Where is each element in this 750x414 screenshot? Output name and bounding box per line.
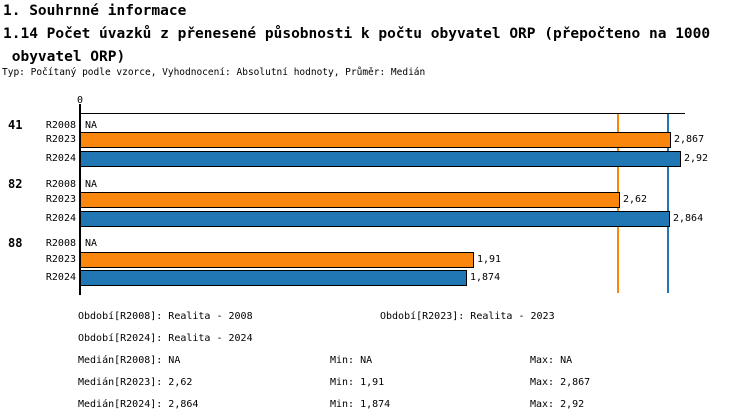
bar-value-label: 1,874 bbox=[470, 272, 501, 283]
row-label: R2024 bbox=[45, 272, 76, 283]
stats-row-median-r2008: Medián[R2008]: NA Min: NA Max: NA bbox=[0, 355, 750, 367]
stats-row-median-r2024: Medián[R2024]: 2,864 Min: 1,874 Max: 2,9… bbox=[0, 399, 750, 411]
stats-row-periods-1: Období[R2008]: Realita - 2008 Období[R20… bbox=[0, 311, 750, 323]
stat-period-r2008: Období[R2008]: Realita - 2008 bbox=[78, 311, 253, 322]
stat-median-r2008: Medián[R2008]: NA bbox=[78, 355, 181, 366]
stat-min-r2024: Min: 1,874 bbox=[330, 399, 391, 410]
row-label: R2023 bbox=[45, 134, 76, 145]
chart-title-line2: obyvatel ORP) bbox=[3, 49, 126, 65]
group-label: 88 bbox=[8, 236, 23, 250]
bar bbox=[80, 132, 671, 148]
stat-period-r2023: Období[R2023]: Realita - 2023 bbox=[380, 311, 555, 322]
na-value-label: NA bbox=[85, 120, 98, 131]
na-value-label: NA bbox=[85, 179, 98, 190]
row-label: R2024 bbox=[45, 153, 76, 164]
group-label: 82 bbox=[8, 177, 23, 191]
stats-row-median-r2023: Medián[R2023]: 2,62 Min: 1,91 Max: 2,867 bbox=[0, 377, 750, 389]
na-value-label: NA bbox=[85, 238, 98, 249]
stat-min-r2008: Min: NA bbox=[330, 355, 373, 366]
row-label: R2024 bbox=[45, 213, 76, 224]
row-label: R2008 bbox=[45, 179, 76, 190]
section-title: 1. Souhrnné informace bbox=[3, 3, 187, 19]
bar-value-label: 2,867 bbox=[674, 134, 705, 145]
stat-min-r2023: Min: 1,91 bbox=[330, 377, 385, 388]
bar-value-label: 1,91 bbox=[477, 254, 502, 265]
row-label: R2023 bbox=[45, 194, 76, 205]
row-label: R2023 bbox=[45, 254, 76, 265]
median-line-r2024 bbox=[667, 114, 669, 293]
bar-value-label: 2,864 bbox=[673, 213, 704, 224]
stat-median-r2024: Medián[R2024]: 2,864 bbox=[78, 399, 199, 410]
bar-value-label: 2,62 bbox=[623, 194, 648, 205]
stat-median-r2023: Medián[R2023]: 2,62 bbox=[78, 377, 193, 388]
bar bbox=[80, 192, 620, 208]
bar bbox=[80, 270, 467, 286]
stat-max-r2023: Max: 2,867 bbox=[530, 377, 591, 388]
row-label: R2008 bbox=[45, 238, 76, 249]
bar bbox=[80, 151, 681, 167]
group-label: 41 bbox=[8, 118, 23, 132]
bar bbox=[80, 211, 670, 227]
chart-subtitle: Typ: Počítaný podle vzorce, Vyhodnocení:… bbox=[2, 67, 426, 78]
stats-row-periods-2: Období[R2024]: Realita - 2024 bbox=[0, 333, 750, 345]
x-axis-top-line bbox=[80, 113, 685, 114]
x-axis-zero-tick-label: 0 bbox=[76, 95, 84, 106]
bar-value-label: 2,92 bbox=[684, 153, 709, 164]
bar bbox=[80, 252, 474, 268]
stat-max-r2024: Max: 2,92 bbox=[530, 399, 585, 410]
stat-max-r2008: Max: NA bbox=[530, 355, 573, 366]
row-label: R2008 bbox=[45, 120, 76, 131]
stat-period-r2024: Období[R2024]: Realita - 2024 bbox=[78, 333, 253, 344]
chart-title-line1: 1.14 Počet úvazků z přenesené působnosti… bbox=[3, 26, 711, 42]
